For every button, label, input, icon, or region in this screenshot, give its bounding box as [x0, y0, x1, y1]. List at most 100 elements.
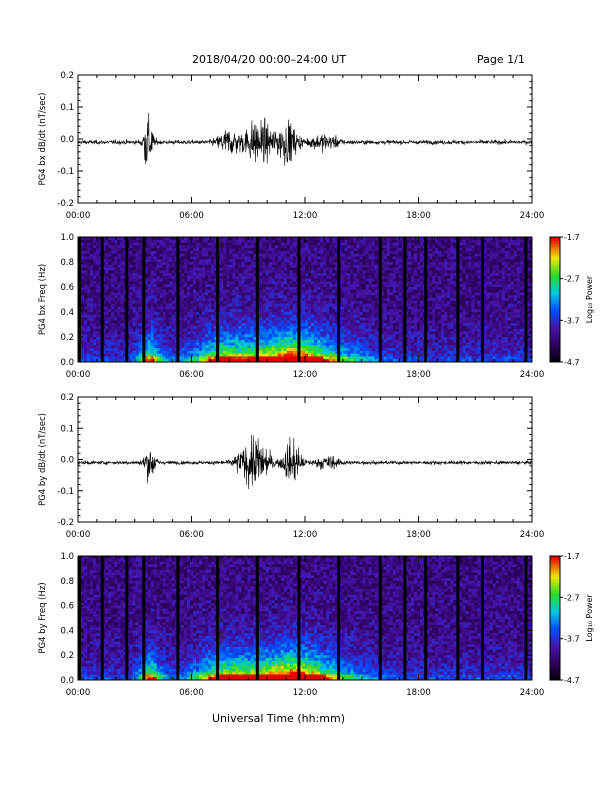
spectrogram-cell	[314, 300, 318, 305]
spectrogram-cell	[353, 356, 357, 360]
spectrogram-cell	[241, 337, 245, 341]
spectrogram-cell	[259, 281, 264, 285]
spectrogram-cell	[383, 353, 388, 357]
spectrogram-cell	[386, 317, 391, 321]
spectrogram-cell	[84, 337, 88, 341]
spectrogram-cell	[205, 334, 209, 338]
spectrogram-cell	[262, 320, 267, 324]
spectrogram-cell	[220, 298, 224, 302]
spectrogram-cell	[108, 331, 112, 335]
spectrogram-cell	[286, 264, 291, 268]
spectrogram-cell	[199, 270, 203, 274]
spectrogram-cell	[84, 309, 88, 313]
spectrogram-cell	[135, 331, 139, 335]
spectrogram-cell	[183, 298, 188, 302]
spectrogram-cell	[314, 334, 318, 338]
spectrogram-cell	[359, 314, 363, 318]
spectrogram-cell	[265, 320, 270, 324]
spectrogram-cell	[220, 300, 224, 305]
spectrogram-cell	[159, 253, 164, 257]
spectrogram-cell	[262, 256, 267, 260]
spectrogram-cell	[120, 320, 124, 324]
spectrogram-cell	[117, 306, 121, 310]
spectrogram-cell	[308, 239, 312, 243]
spectrogram-cell	[314, 248, 318, 252]
spectrogram-cell	[193, 278, 197, 282]
spectrogram-cell	[305, 245, 309, 249]
spectrogram-cell	[171, 237, 176, 241]
spectrogram-cell	[238, 325, 242, 330]
spectrogram-cell	[171, 284, 176, 288]
spectrogram-cell	[93, 331, 97, 335]
spectrogram-cell	[347, 248, 351, 252]
spectrogram-cell	[347, 342, 351, 346]
spectrogram-cell	[229, 281, 233, 285]
spectrogram-cell	[208, 253, 212, 257]
spectrogram-cell	[117, 323, 121, 327]
spectrogram-cell	[404, 289, 409, 293]
spectrogram-cell	[226, 331, 230, 335]
spectrogram-cell	[177, 312, 182, 316]
spectrogram-cell	[238, 248, 242, 252]
spectrogram-cell	[280, 239, 285, 243]
spectrogram-cell	[87, 309, 91, 313]
spectrogram-cell	[298, 300, 303, 305]
spectrogram-cell	[223, 262, 227, 266]
spectrogram-cell	[326, 278, 330, 282]
spectrogram-cell	[271, 295, 276, 299]
spectrogram-cell	[395, 284, 400, 288]
spectrogram-cell	[238, 273, 242, 277]
spectrogram-cell	[144, 320, 149, 324]
spectrogram-cell	[277, 278, 282, 282]
spectrogram-cell	[298, 331, 303, 335]
spectrogram-cell	[147, 300, 152, 305]
spectrogram-cell	[105, 292, 109, 296]
spectrogram-cell	[232, 273, 236, 277]
spectrogram-cell	[326, 309, 330, 313]
spectrogram-cell	[292, 262, 297, 266]
spectrogram-cell	[356, 342, 360, 346]
spectrogram-cell	[395, 242, 400, 246]
spectrogram-cell	[350, 303, 354, 307]
spectrogram-cell	[117, 317, 121, 321]
spectrogram-cell	[398, 250, 403, 255]
spectrogram-cell	[329, 323, 333, 327]
spectrogram-cell	[144, 278, 149, 282]
spectrogram-cell	[87, 250, 91, 255]
spectrogram-cell	[298, 264, 303, 268]
spectrogram-cell	[211, 356, 215, 360]
spectrogram-cell	[132, 284, 136, 288]
spectrogram-cell	[223, 242, 227, 246]
spectrogram-cell	[323, 342, 327, 346]
spectrogram-cell	[205, 314, 209, 318]
spectrogram-cell	[250, 314, 254, 318]
spectrogram-cell	[93, 323, 97, 327]
spectrogram-cell	[314, 289, 318, 293]
spectrogram-cell	[380, 287, 385, 291]
spectrogram-cell	[159, 237, 164, 241]
spectrogram-cell	[93, 250, 97, 255]
spectrogram-cell	[244, 342, 248, 346]
spectrogram-cell	[186, 298, 191, 302]
spectrogram-cell	[196, 303, 200, 307]
spectrogram-cell	[268, 339, 273, 343]
spectrogram-cell	[156, 281, 161, 285]
spectrogram-cell	[280, 345, 285, 349]
spectrogram-cell	[150, 289, 155, 293]
spectrogram-cell	[96, 278, 100, 282]
spectrogram-cell	[232, 356, 236, 360]
spectrogram-cell	[144, 353, 149, 357]
spectrogram-cell	[365, 353, 369, 357]
spectrogram-cell	[380, 348, 385, 352]
spectrogram-cell	[374, 267, 379, 271]
spectrogram-cell	[283, 306, 288, 310]
spectrogram-cell	[247, 284, 251, 288]
spectrogram-cell	[259, 314, 264, 318]
spectrogram-cell	[165, 239, 170, 243]
spectrogram-cell	[374, 289, 379, 293]
spectrogram-cell	[371, 256, 376, 260]
spectrogram-cell	[392, 259, 397, 263]
spectrogram-cell	[347, 312, 351, 316]
spectrogram-cell	[120, 331, 124, 335]
spectrogram-cell	[96, 287, 100, 291]
